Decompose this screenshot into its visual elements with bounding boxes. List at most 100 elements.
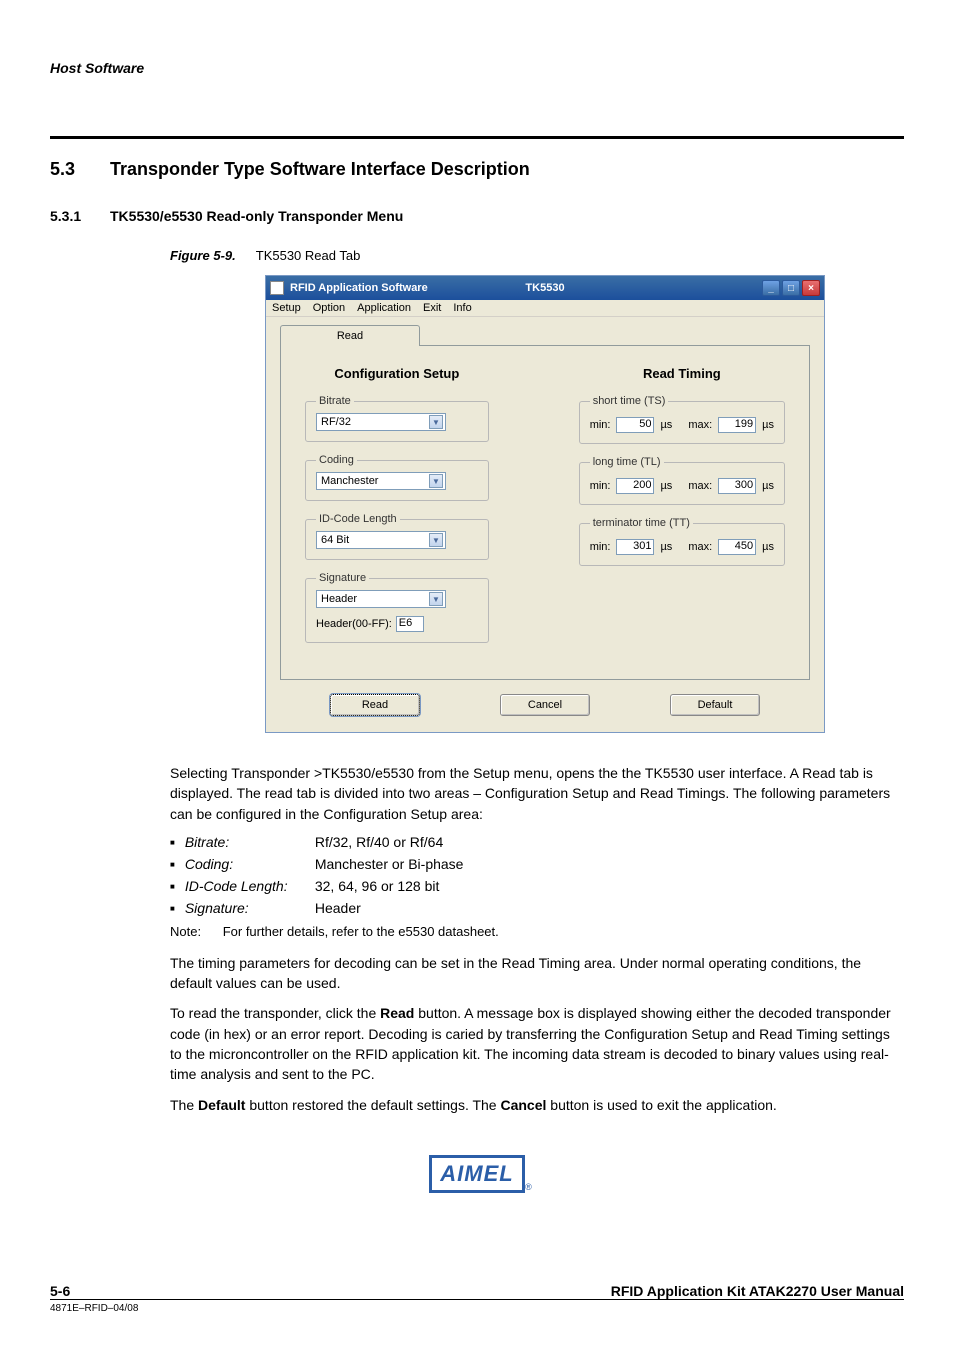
section-number: 5.3	[50, 159, 110, 180]
text-run: button is used to exit the application.	[546, 1097, 776, 1113]
signature-legend: Signature	[316, 572, 369, 584]
paragraph: Selecting Transponder >TK5530/e5530 from…	[170, 763, 904, 824]
param-label: ID-Code Length	[185, 878, 284, 894]
text-run: button restored the default settings. Th…	[245, 1097, 500, 1113]
tl-min-input[interactable]: 200	[616, 478, 654, 494]
param-value: Manchester or Bi-phase	[315, 856, 464, 872]
subsection-heading: 5.3.1 TK5530/e5530 Read-only Transponder…	[50, 208, 904, 224]
page-number: 5-6	[50, 1283, 70, 1299]
note-text: For further details, refer to the e5530 …	[223, 924, 499, 939]
page-header: Host Software	[50, 60, 904, 76]
paragraph: The timing parameters for decoding can b…	[170, 953, 904, 994]
menu-option[interactable]: Option	[313, 302, 345, 314]
idcode-group: ID-Code Length 64 Bit ▼	[305, 513, 489, 560]
min-label: min:	[590, 419, 611, 431]
tt-legend: terminator time (TT)	[590, 517, 693, 529]
min-label: min:	[590, 541, 611, 553]
footer-divider	[50, 1299, 904, 1300]
unit-label: µs	[762, 541, 774, 553]
coding-legend: Coding	[316, 454, 357, 466]
tt-group: terminator time (TT) min: 301 µs max: 45…	[579, 517, 785, 566]
param-value: Rf/32, Rf/40 or Rf/64	[315, 834, 443, 850]
footer-doc-title: RFID Application Kit ATAK2270 User Manua…	[611, 1283, 904, 1299]
list-item: Signature:Header	[170, 900, 904, 916]
max-label: max:	[688, 541, 712, 553]
param-value: 32, 64, 96 or 128 bit	[315, 878, 440, 894]
minimize-button[interactable]: _	[762, 280, 780, 296]
menu-setup[interactable]: Setup	[272, 302, 301, 314]
tl-max-input[interactable]: 300	[718, 478, 756, 494]
tab-strip: Read	[266, 317, 824, 346]
tab-content: Configuration Setup Bitrate RF/32 ▼ Codi…	[280, 345, 810, 680]
figure-title: TK5530 Read Tab	[256, 248, 361, 263]
coding-dropdown[interactable]: Manchester ▼	[316, 472, 446, 490]
tab-read[interactable]: Read	[280, 325, 420, 346]
coding-group: Coding Manchester ▼	[305, 454, 489, 501]
subsection-number: 5.3.1	[50, 208, 110, 224]
tt-min-input[interactable]: 301	[616, 539, 654, 555]
subsection-title: TK5530/e5530 Read-only Transponder Menu	[110, 208, 403, 224]
header-input[interactable]: E6	[396, 616, 424, 632]
tt-max-input[interactable]: 450	[718, 539, 756, 555]
unit-label: µs	[660, 480, 672, 492]
read-timing-heading: Read Timing	[579, 366, 785, 381]
signature-dropdown[interactable]: Header ▼	[316, 590, 446, 608]
list-item: ID-Code Length:32, 64, 96 or 128 bit	[170, 878, 904, 894]
titlebar-center-text: TK5530	[525, 282, 564, 294]
chevron-down-icon: ▼	[429, 533, 443, 547]
config-setup-heading: Configuration Setup	[305, 366, 489, 381]
bitrate-dropdown[interactable]: RF/32 ▼	[316, 413, 446, 431]
app-icon	[270, 281, 284, 295]
idcode-value: 64 Bit	[321, 534, 349, 546]
application-window: RFID Application Software TK5530 _ □ × S…	[265, 275, 825, 733]
bold-text: Cancel	[500, 1097, 546, 1113]
read-button[interactable]: Read	[330, 694, 420, 716]
tl-legend: long time (TL)	[590, 456, 664, 468]
menu-info[interactable]: Info	[453, 302, 471, 314]
default-button[interactable]: Default	[670, 694, 760, 716]
button-row: Read Cancel Default	[280, 694, 810, 716]
cancel-button[interactable]: Cancel	[500, 694, 590, 716]
registered-icon: ®	[525, 1182, 532, 1192]
close-button[interactable]: ×	[802, 280, 820, 296]
ts-group: short time (TS) min: 50 µs max: 199 µs	[579, 395, 785, 444]
ts-min-input[interactable]: 50	[616, 417, 654, 433]
menu-exit[interactable]: Exit	[423, 302, 441, 314]
text-run: To read the transponder, click the	[170, 1005, 380, 1021]
ts-legend: short time (TS)	[590, 395, 669, 407]
titlebar[interactable]: RFID Application Software TK5530 _ □ ×	[266, 276, 824, 300]
chevron-down-icon: ▼	[429, 415, 443, 429]
coding-value: Manchester	[321, 475, 378, 487]
chevron-down-icon: ▼	[429, 592, 443, 606]
max-label: max:	[688, 419, 712, 431]
bold-text: Default	[198, 1097, 245, 1113]
unit-label: µs	[660, 541, 672, 553]
figure-label: Figure 5-9.	[170, 248, 236, 263]
tl-group: long time (TL) min: 200 µs max: 300 µs	[579, 456, 785, 505]
window-controls: _ □ ×	[762, 280, 820, 296]
idcode-legend: ID-Code Length	[316, 513, 400, 525]
bitrate-legend: Bitrate	[316, 395, 354, 407]
min-label: min:	[590, 480, 611, 492]
signature-group: Signature Header ▼ Header(00-FF): E6	[305, 572, 489, 643]
paragraph: To read the transponder, click the Read …	[170, 1003, 904, 1084]
unit-label: µs	[660, 419, 672, 431]
text-run: The	[170, 1097, 198, 1113]
bold-text: Read	[380, 1005, 414, 1021]
param-label: Bitrate	[185, 834, 225, 850]
figure-caption: Figure 5-9. TK5530 Read Tab	[170, 248, 904, 263]
maximize-button[interactable]: □	[782, 280, 800, 296]
max-label: max:	[688, 480, 712, 492]
doc-id: 4871E–RFID–04/08	[50, 1303, 904, 1314]
chevron-down-icon: ▼	[429, 474, 443, 488]
param-value: Header	[315, 900, 361, 916]
menu-application[interactable]: Application	[357, 302, 411, 314]
parameter-list: Bitrate:Rf/32, Rf/40 or Rf/64 Coding:Man…	[170, 834, 904, 916]
ts-max-input[interactable]: 199	[718, 417, 756, 433]
page-footer: 5-6 RFID Application Kit ATAK2270 User M…	[50, 1283, 904, 1299]
note-label: Note:	[170, 924, 201, 939]
read-timing-column: Read Timing short time (TS) min: 50 µs m…	[579, 366, 785, 655]
idcode-dropdown[interactable]: 64 Bit ▼	[316, 531, 446, 549]
section-title: Transponder Type Software Interface Desc…	[110, 159, 530, 180]
config-setup-column: Configuration Setup Bitrate RF/32 ▼ Codi…	[305, 366, 489, 655]
